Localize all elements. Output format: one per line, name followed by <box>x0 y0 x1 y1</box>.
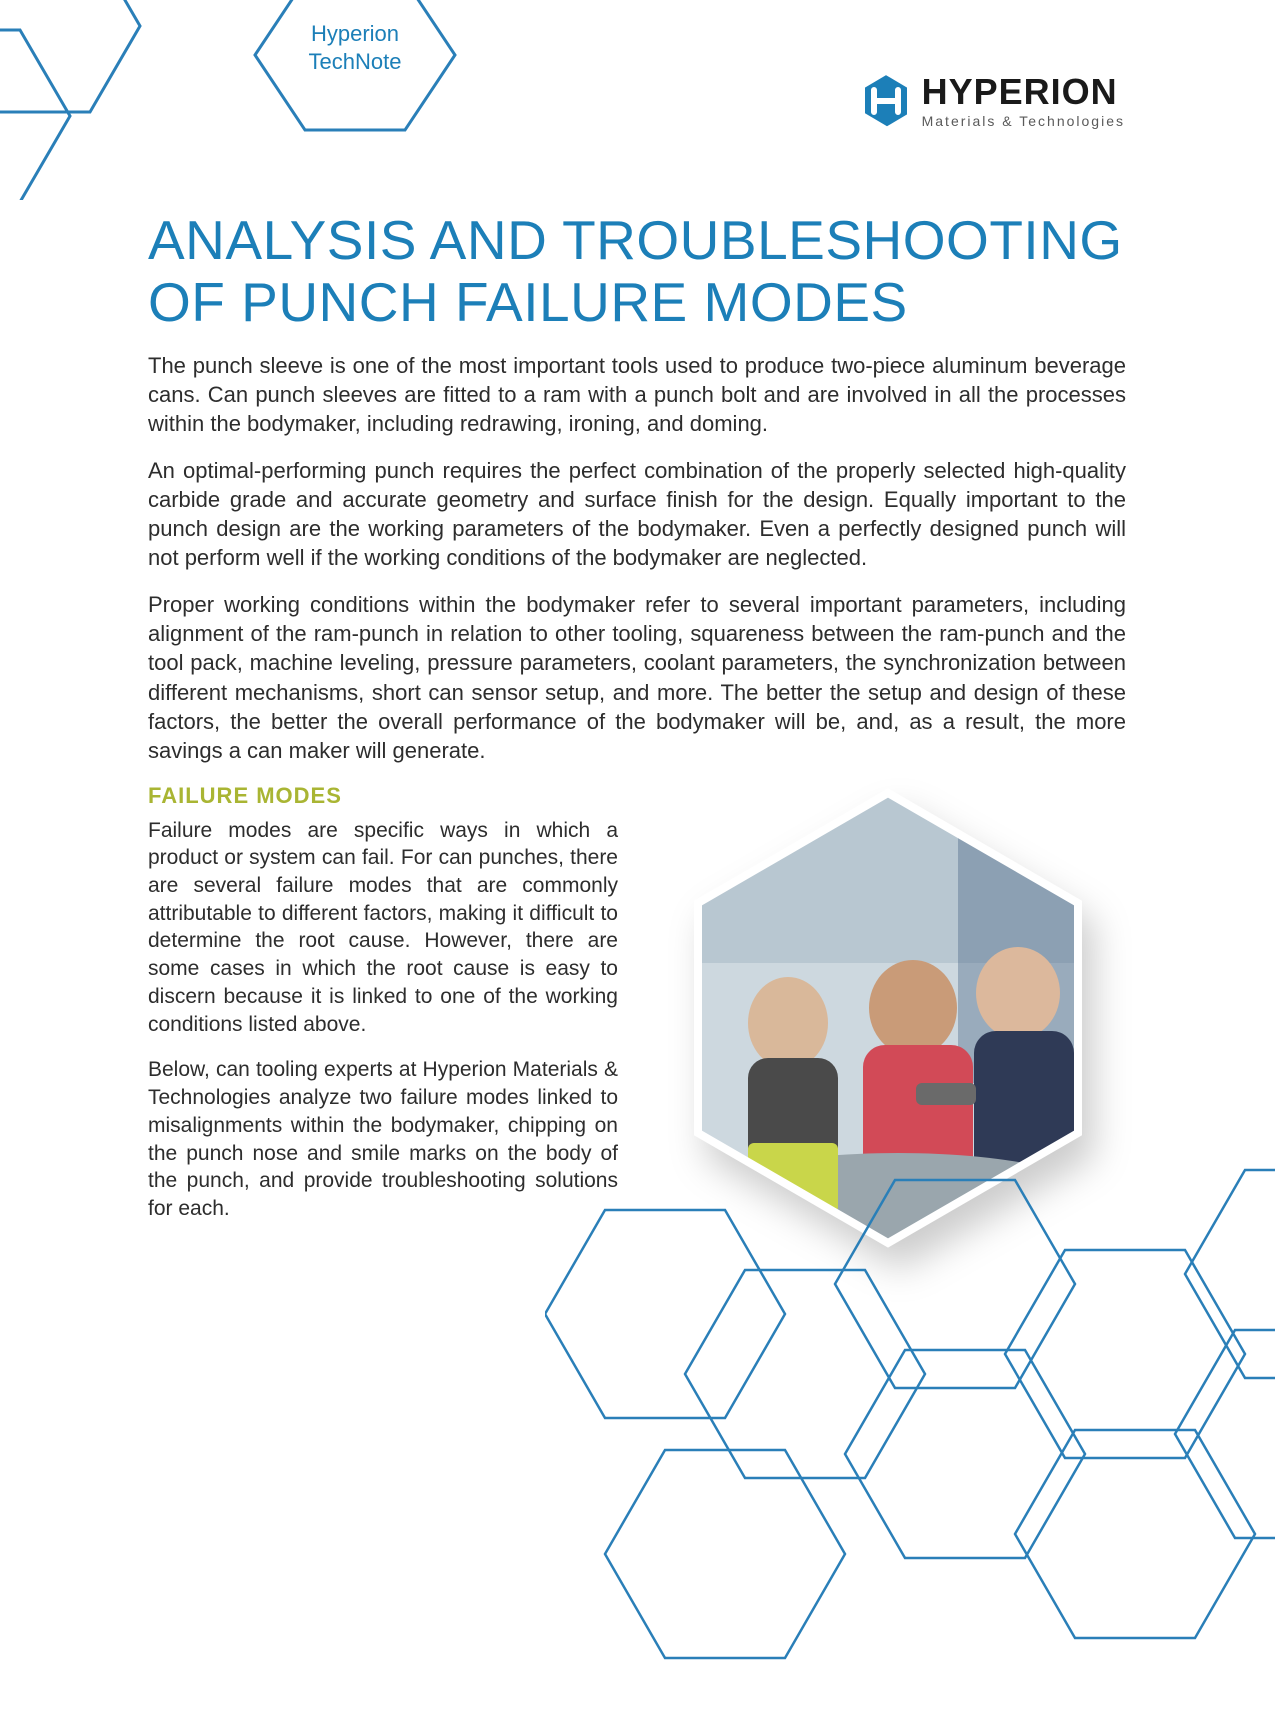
failure-modes-section: FAILURE MODES Failure modes are specific… <box>148 783 1126 1241</box>
technote-label: Hyperion TechNote <box>309 20 402 75</box>
intro-paragraph-3: Proper working conditions within the bod… <box>148 590 1126 764</box>
logo-hex-icon <box>860 72 912 130</box>
intro-paragraph-1: The punch sleeve is one of the most impo… <box>148 351 1126 438</box>
logo: HYPERION Materials & Technologies <box>860 72 1125 130</box>
page: Hyperion TechNote HYPERION Materials & T… <box>0 0 1275 1650</box>
logo-subtitle: Materials & Technologies <box>922 113 1125 129</box>
hex-decor-top-left <box>0 0 260 200</box>
content: ANALYSIS AND TROUBLESHOOTING OF PUNCH FA… <box>148 210 1126 1241</box>
failure-modes-text: FAILURE MODES Failure modes are specific… <box>148 783 618 1241</box>
technote-badge: Hyperion TechNote <box>240 0 470 165</box>
failure-modes-paragraph-1: Failure modes are specific ways in which… <box>148 817 618 1039</box>
logo-name: HYPERION <box>922 74 1125 110</box>
hex-photo-wrap <box>648 773 1126 1241</box>
technote-line1: Hyperion <box>311 21 399 46</box>
technote-line2: TechNote <box>309 49 402 74</box>
hex-photo-icon <box>678 783 1098 1253</box>
failure-modes-paragraph-2: Below, can tooling experts at Hyperion M… <box>148 1056 618 1222</box>
intro-paragraph-2: An optimal-performing punch requires the… <box>148 456 1126 572</box>
logo-text: HYPERION Materials & Technologies <box>922 74 1125 129</box>
page-title: ANALYSIS AND TROUBLESHOOTING OF PUNCH FA… <box>148 210 1126 333</box>
failure-modes-heading: FAILURE MODES <box>148 783 618 809</box>
